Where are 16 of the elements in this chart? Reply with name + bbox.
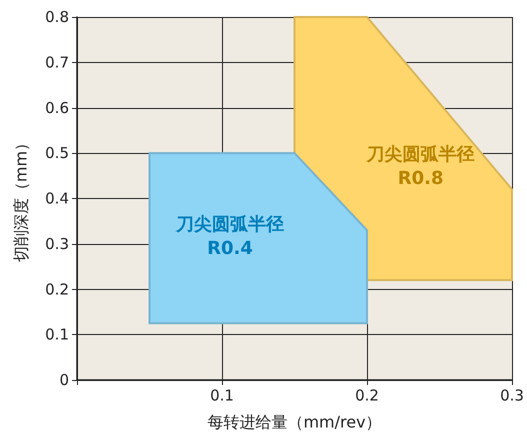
y-tick-label: 0.4 [45,190,69,208]
y-tick-label: 0.3 [45,234,69,253]
x-tick-label: 0.1 [210,386,234,404]
y-tick-label: 0 [59,371,69,389]
series-label: 刀尖圆弧半径 R0.4 [174,214,284,260]
y-tick-label: 0.5 [45,144,69,162]
y-tick-label: 0.2 [45,280,69,298]
y-tick-label: 0.8 [45,8,69,26]
x-tick-label: 0.2 [355,386,379,404]
x-tick-label: 0.3 [500,386,524,404]
series-label: 刀尖圆弧半径 R0.8 [366,144,475,190]
y-tick-label: 0.6 [45,98,69,117]
y-tick-label: 0.7 [45,53,69,72]
x-axis-title: 每转进给量（mm/rev） [207,412,382,432]
y-axis-title: 切削深度（mm） [12,134,30,262]
y-tick-label: 0.1 [45,326,69,344]
